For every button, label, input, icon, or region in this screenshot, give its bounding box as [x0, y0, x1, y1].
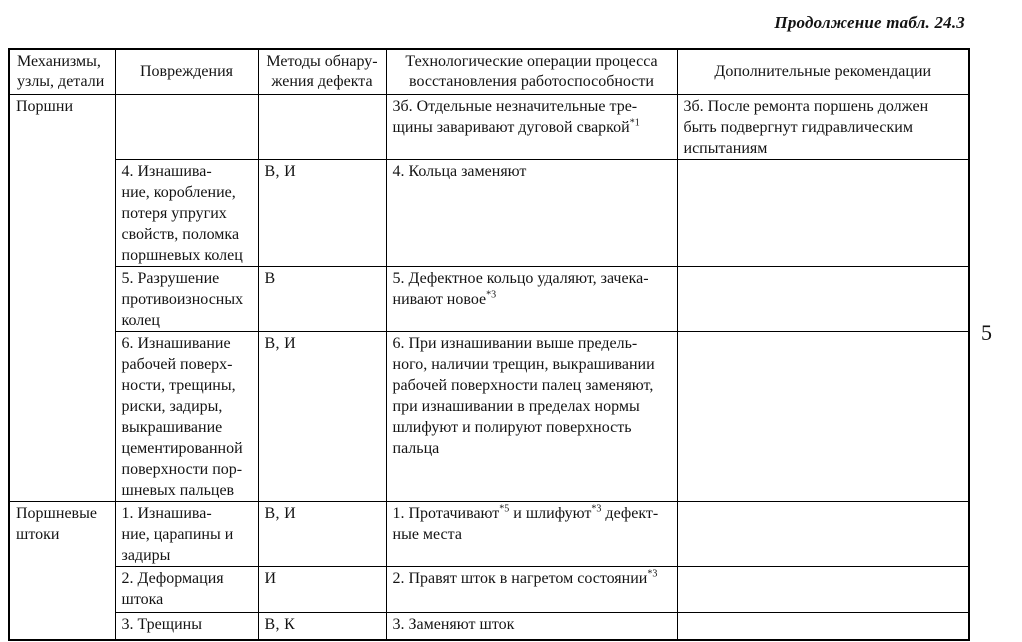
- table-row: 4. Изнашива- ние, коробление, потеря упр…: [9, 159, 970, 267]
- cell-damage: 4. Изнашива- ние, коробление, потеря упр…: [114, 159, 259, 267]
- footnote-marker: *5: [499, 503, 510, 515]
- cell-operation: 6. При изнашивании выше предель- ного, н…: [385, 331, 678, 502]
- footnote-marker: *3: [647, 568, 658, 580]
- cell-operation: 1. Протачивают*5 и шлифуют*3 дефект- ные…: [385, 501, 678, 567]
- cell-method: И: [257, 566, 387, 613]
- header-damages: Повреждения: [114, 48, 259, 95]
- cell-damage: 5. Разрушение противоизносных колец: [114, 266, 259, 332]
- operation-text: 1. Протачивают: [392, 505, 500, 522]
- cell-recommendation: [676, 331, 970, 502]
- cell-method: В: [257, 266, 387, 332]
- operation-text: 3б. Отдельные незначительные тре- щины з…: [392, 98, 638, 136]
- footnote-marker: *3: [486, 289, 497, 301]
- footnote-marker: *3: [591, 503, 602, 515]
- operation-text: дефект- ные места: [392, 505, 659, 543]
- footnote-marker: *1: [629, 117, 640, 129]
- cell-recommendation: 3б. После ремонта поршень должен быть по…: [676, 94, 970, 160]
- page-number: 5: [981, 320, 992, 345]
- header-operations: Технологические операции процесса восста…: [385, 48, 678, 95]
- cell-method: В, И: [257, 331, 387, 502]
- table-row: 2. Деформация штока И 2. Правят шток в н…: [9, 566, 970, 613]
- cell-method: В, К: [257, 612, 387, 640]
- repair-operations-table: Механизмы, узлы, детали Повреждения Мето…: [8, 48, 970, 641]
- table-row: 6. Изнашивание рабочей поверх- ности, тр…: [9, 331, 970, 502]
- cell-recommendation: [676, 266, 970, 332]
- header-row: Механизмы, узлы, детали Повреждения Мето…: [8, 48, 970, 95]
- cell-operation: 4. Кольца заменяют: [385, 159, 678, 267]
- cell-operation: 3б. Отдельные незначительные тре- щины з…: [385, 94, 678, 160]
- cell-method: В, И: [257, 501, 387, 567]
- header-detection-methods: Методы обнару- жения дефекта: [257, 48, 387, 95]
- cell-recommendation: [676, 612, 970, 640]
- cell-method: [257, 94, 387, 160]
- operation-text: и шлифуют: [509, 505, 592, 522]
- cell-operation: 5. Дефектное кольцо удаляют, зачека- нив…: [385, 266, 678, 332]
- table-row: 5. Разрушение противоизносных колец В 5.…: [9, 266, 970, 332]
- cell-mechanism-piston-rods: Поршневые штоки: [8, 501, 116, 640]
- table-row: Поршни 3б. Отдельные незначительные тре-…: [8, 94, 970, 502]
- cell-damage: 6. Изнашивание рабочей поверх- ности, тр…: [114, 331, 259, 502]
- cell-recommendation: [676, 159, 970, 267]
- cell-operation: 3. Заменяют шток: [385, 612, 678, 640]
- header-recommendations: Дополнительные рекомендации: [676, 48, 970, 95]
- header-mechanisms: Механизмы, узлы, детали: [8, 48, 116, 95]
- cell-damage: 3. Трещины: [114, 612, 259, 640]
- cell-operation: 2. Правят шток в нагретом состоянии*3: [385, 566, 678, 613]
- operation-text: 5. Дефектное кольцо удаляют, зачека- нив…: [392, 270, 649, 308]
- cell-damage: [114, 94, 259, 160]
- cell-recommendation: [676, 501, 970, 567]
- cell-method: В, И: [257, 159, 387, 267]
- cell-mechanism-pistons: Поршни: [8, 94, 116, 502]
- cell-damage: 1. Изнашива- ние, царапины и задиры: [114, 501, 259, 567]
- cell-recommendation: [676, 566, 970, 613]
- cell-damage: 2. Деформация штока: [114, 566, 259, 613]
- table-continuation-caption: Продолжение табл. 24.3: [774, 13, 965, 32]
- table-row: 3. Трещины В, К 3. Заменяют шток: [9, 612, 970, 640]
- table-row: Поршневые штоки 1. Изнашива- ние, царапи…: [8, 501, 970, 640]
- operation-text: 2. Правят шток в нагретом состоянии: [392, 570, 648, 587]
